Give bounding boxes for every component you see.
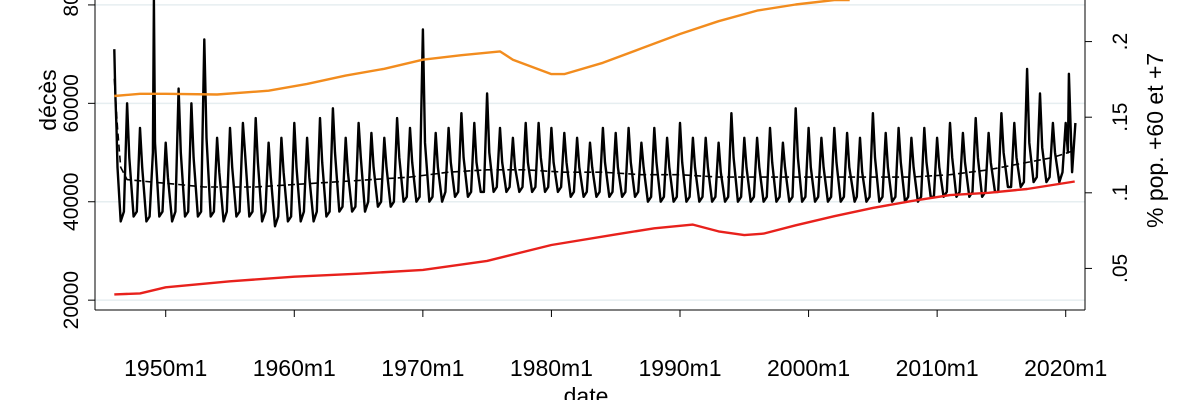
y-right-tick-label: .1 bbox=[1109, 184, 1132, 202]
y-axis-right-title: % pop. +60 et +7 bbox=[1142, 53, 1168, 228]
y-right-tick-label: .2 bbox=[1109, 33, 1132, 51]
series-line-share-pop-red bbox=[114, 180, 1075, 296]
series-line-monthly-deaths bbox=[113, 0, 1077, 228]
y-left-tick-label: 80 bbox=[60, 0, 83, 17]
y-left-tick-label: 40000 bbox=[60, 173, 83, 231]
x-axis-title: date bbox=[564, 383, 609, 400]
x-tick-label: 1970m1 bbox=[381, 355, 464, 381]
y-right-tick-label: .05 bbox=[1109, 254, 1132, 283]
series-line-trend-dashed bbox=[113, 78, 1076, 188]
x-tick-label: 1990m1 bbox=[638, 355, 721, 381]
y-axis-left-title: décès bbox=[35, 69, 61, 130]
x-tick-label: 1980m1 bbox=[510, 355, 593, 381]
series-line-share-pop-orange bbox=[114, 0, 850, 98]
x-tick-label: 2000m1 bbox=[767, 355, 850, 381]
x-tick-label: 2020m1 bbox=[1024, 355, 1107, 381]
series-layer bbox=[113, 0, 1077, 296]
tick-layer: 1950m1 1960m1 1970m1 1980m1 1990m1 2000m1 2010… bbox=[60, 0, 1132, 381]
x-tick-label: 2010m1 bbox=[896, 355, 979, 381]
axes bbox=[94, 0, 1086, 311]
y-left-tick-label: 60000 bbox=[60, 74, 83, 132]
y-right-tick-label: .15 bbox=[1109, 103, 1132, 132]
x-tick-label: 1960m1 bbox=[253, 355, 336, 381]
y-left-tick-label: 20000 bbox=[60, 271, 83, 329]
x-tick-label: 1950m1 bbox=[124, 355, 207, 381]
